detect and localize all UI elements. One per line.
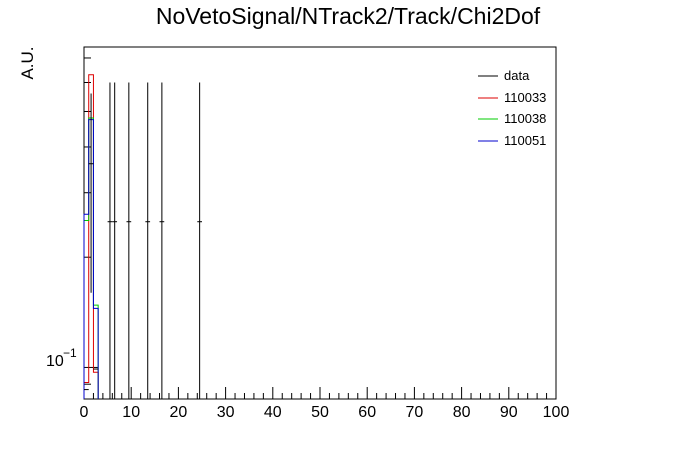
data-point (112, 82, 118, 399)
x-tick-label: 90 (500, 404, 518, 421)
x-tick-label: 10 (122, 404, 140, 421)
x-tick-label: 0 (80, 404, 89, 421)
y-tick-label-exponent: −1 (63, 346, 77, 360)
x-tick-label: 20 (170, 404, 188, 421)
plot-frame (83, 46, 557, 400)
x-tick-label: 80 (453, 404, 471, 421)
x-tick-label: 50 (311, 404, 329, 421)
y-tick-label-decade: 10 −1 (46, 346, 77, 370)
data-point (107, 82, 113, 399)
x-axis-tick-labels: 0 10 20 30 40 50 60 70 80 90 100 (80, 404, 570, 421)
data-points (84, 82, 202, 399)
chart-title: NoVetoSignal/NTrack2/Track/Chi2Dof (156, 3, 541, 29)
legend-label-data: data (504, 68, 530, 83)
x-tick-label: 100 (543, 404, 570, 421)
legend-label-110038: 110038 (504, 111, 546, 126)
legend-label-110033: 110033 (504, 90, 546, 105)
x-tick-label: 30 (217, 404, 235, 421)
y-axis-label: A.U. (18, 46, 37, 79)
data-point (145, 82, 151, 399)
x-axis-ticks (83, 387, 557, 399)
y-tick-label-base: 10 (46, 353, 64, 370)
x-tick-label: 40 (264, 404, 282, 421)
data-point (197, 82, 202, 399)
histogram-110033 (83, 74, 99, 399)
y-axis-ticks (84, 57, 98, 385)
data-point (88, 93, 94, 293)
x-tick-label: 60 (358, 404, 376, 421)
data-point (159, 82, 165, 399)
legend: data 110033 110038 110051 (478, 68, 546, 148)
x-tick-label: 70 (406, 404, 424, 421)
legend-label-110051: 110051 (504, 133, 546, 148)
data-point (126, 82, 132, 399)
